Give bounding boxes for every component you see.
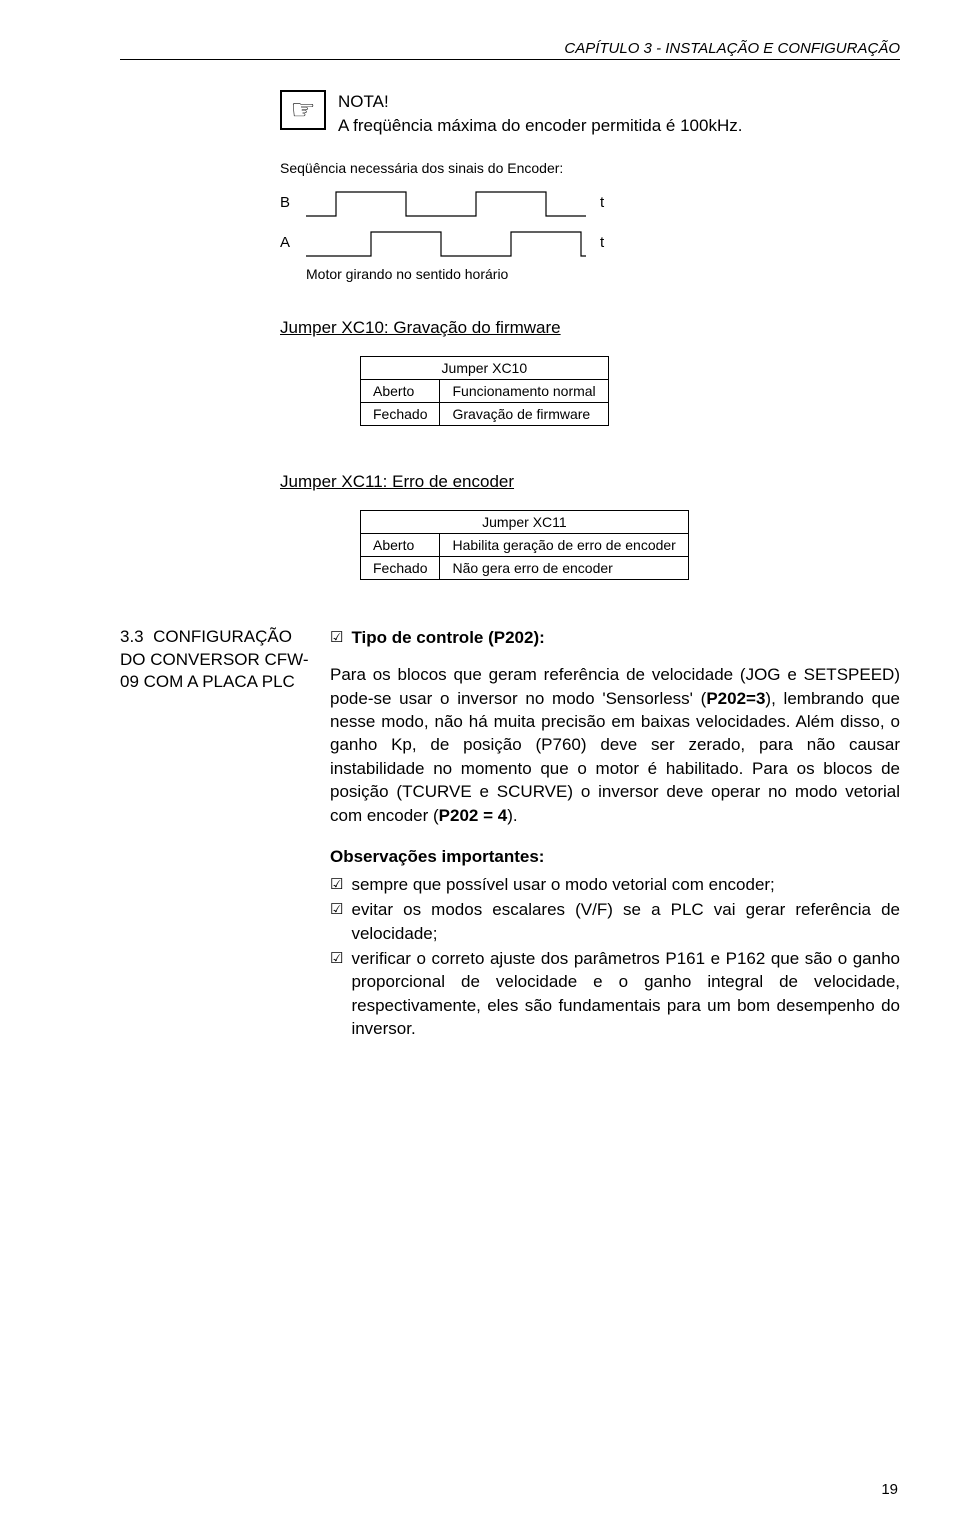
wave-label-b: B [280,194,296,211]
wave-label-a: A [280,234,296,251]
xc11-table-header: Jumper XC11 [361,510,689,533]
square-wave-b [306,186,586,220]
bullet-text: verificar o correto ajuste dos parâmetro… [351,947,900,1041]
page-number: 19 [881,1481,898,1498]
section-3-3: 3.3 CONFIGURAÇÃO DO CONVERSOR CFW-09 COM… [120,626,900,1043]
para-text: ). [507,806,517,825]
sequence-intro: Seqüência necessária dos sinais do Encod… [280,160,900,176]
nota-label: NOTA! [338,90,742,114]
wave-t-b: t [600,194,604,211]
section-title: CONFIGURAÇÃO DO CONVERSOR CFW-09 COM A P… [120,627,309,692]
section-para-1: Para os blocos que geram referência de v… [330,663,900,827]
table-row: Fechado Gravação de firmware [361,402,609,425]
table-row: Aberto Habilita geração de erro de encod… [361,533,689,556]
para-bold: P202=3 [706,689,765,708]
table-cell: Fechado [361,556,440,579]
table-row: Fechado Não gera erro de encoder [361,556,689,579]
pointing-hand-icon: ☞ [280,90,326,130]
table-cell: Não gera erro de encoder [440,556,688,579]
wave-row-a: A t [280,226,900,260]
xc11-table: Jumper XC11 Aberto Habilita geração de e… [360,510,689,580]
tipo-label: Tipo de controle (P202): [351,628,544,647]
table-cell: Aberto [361,379,440,402]
wave-row-b: B t [280,186,900,220]
list-item: ☑ sempre que possível usar o modo vetori… [330,873,900,896]
check-icon: ☑ [330,947,343,970]
chapter-header: CAPÍTULO 3 - INSTALAÇÃO E CONFIGURAÇÃO [120,40,900,60]
xc11-title: Jumper XC11: Erro de encoder [280,472,900,492]
table-cell: Funcionamento normal [440,379,608,402]
wave-t-a: t [600,234,604,251]
table-row: Aberto Funcionamento normal [361,379,609,402]
check-icon: ☑ [330,873,343,896]
table-cell: Habilita geração de erro de encoder [440,533,688,556]
table-cell: Gravação de firmware [440,402,608,425]
table-row: Jumper XC11 [361,510,689,533]
check-icon: ☑ [330,626,343,649]
section-heading: 3.3 CONFIGURAÇÃO DO CONVERSOR CFW-09 COM… [120,626,312,1043]
tipo-heading: ☑ Tipo de controle (P202): [330,626,900,649]
check-icon: ☑ [330,898,343,921]
motor-caption: Motor girando no sentido horário [306,266,900,282]
para-text: ), lembrando que nesse modo, não há muit… [330,689,900,825]
para-bold: P202 = 4 [439,806,508,825]
table-row: Jumper XC10 [361,356,609,379]
table-cell: Aberto [361,533,440,556]
obs-title: Observações importantes: [330,845,900,868]
section-body: ☑ Tipo de controle (P202): Para os bloco… [330,626,900,1043]
list-item: ☑ verificar o correto ajuste dos parâmet… [330,947,900,1041]
bullet-text: sempre que possível usar o modo vetorial… [351,873,900,896]
xc10-table: Jumper XC10 Aberto Funcionamento normal … [360,356,609,426]
square-wave-a [306,226,586,260]
list-item: ☑ evitar os modos escalares (V/F) se a P… [330,898,900,945]
bullet-text: evitar os modos escalares (V/F) se a PLC… [351,898,900,945]
obs-title-text: Observações importantes: [330,847,544,866]
section-number: 3.3 [120,627,144,646]
nota-body: A freqüência máxima do encoder permitida… [338,116,742,135]
xc10-table-header: Jumper XC10 [361,356,609,379]
table-cell: Fechado [361,402,440,425]
nota-text: NOTA! A freqüência máxima do encoder per… [338,90,742,138]
xc10-title: Jumper XC10: Gravação do firmware [280,318,900,338]
nota-block: ☞ NOTA! A freqüência máxima do encoder p… [280,90,900,138]
